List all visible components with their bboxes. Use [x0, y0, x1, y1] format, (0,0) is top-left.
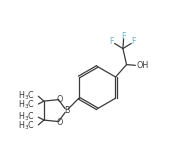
- Text: OH: OH: [136, 61, 149, 69]
- Text: F: F: [110, 38, 114, 46]
- Text: B: B: [64, 106, 69, 115]
- Text: F: F: [132, 38, 136, 46]
- Text: H$_3$C: H$_3$C: [18, 89, 35, 101]
- Text: O: O: [56, 118, 62, 127]
- Text: F: F: [121, 32, 126, 41]
- Text: H$_3$C: H$_3$C: [18, 110, 35, 123]
- Text: H$_3$C: H$_3$C: [18, 99, 35, 111]
- Text: H$_3$C: H$_3$C: [18, 120, 35, 132]
- Text: O: O: [56, 95, 62, 104]
